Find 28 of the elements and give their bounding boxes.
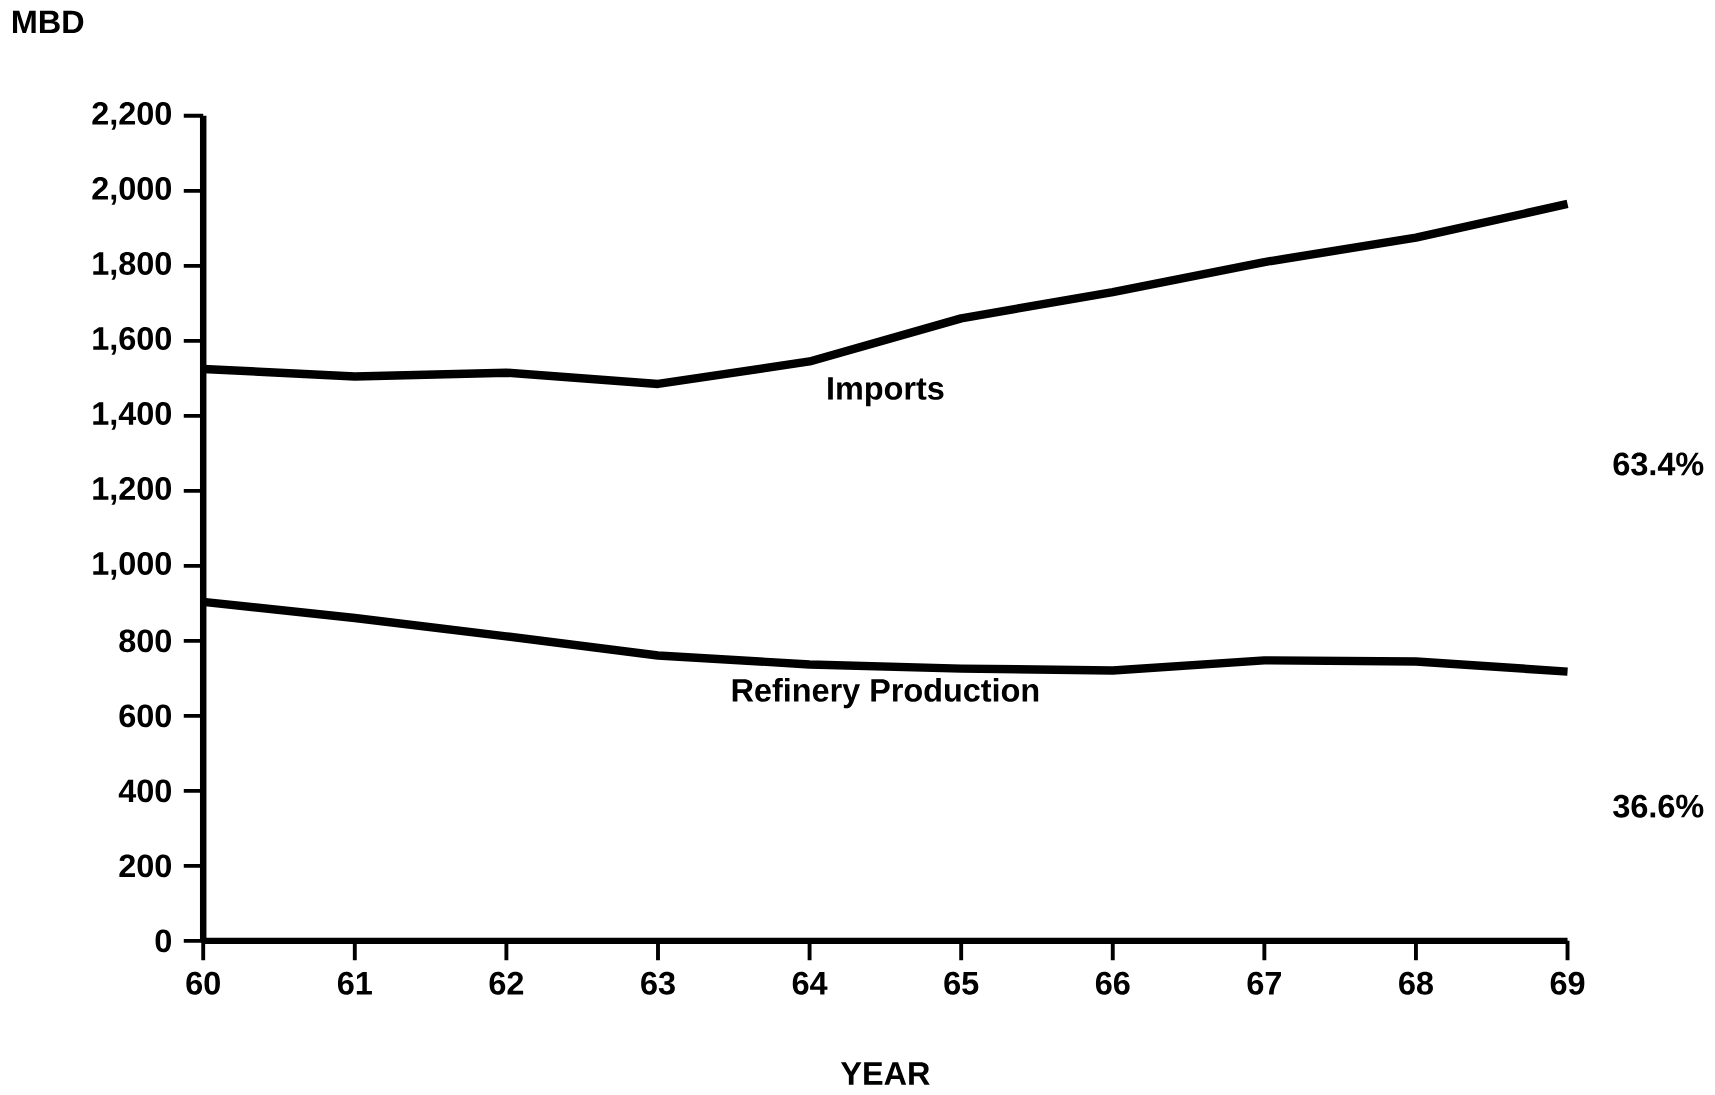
x-axis-title: YEAR xyxy=(840,1062,930,1085)
y-tick-label: 0 xyxy=(155,929,172,953)
y-tick-label: 2,200 xyxy=(92,101,172,130)
y-tick-label: 800 xyxy=(119,629,172,653)
y-tick-label: 1,200 xyxy=(93,476,172,505)
y-tick-label: 1,000 xyxy=(93,551,172,580)
x-tick-label: 61 xyxy=(337,971,372,995)
y-tick-label: 2,000 xyxy=(92,176,172,205)
series-label: Refinery Production xyxy=(732,677,1039,708)
text: 63.4% xyxy=(1613,452,1704,476)
series-label: Imports xyxy=(828,377,944,407)
x-tick-label: 69 xyxy=(1550,971,1585,995)
text: 36.6% xyxy=(1613,794,1704,818)
y-tick-label: 1,400 xyxy=(93,401,172,430)
x-tick-label: 62 xyxy=(489,971,524,995)
y-axis-title: MBD xyxy=(12,10,84,33)
x-tick-label: 63 xyxy=(641,971,675,995)
y-tick-label: 1,800 xyxy=(93,251,172,280)
x-tick-label: 65 xyxy=(944,971,979,995)
x-tick-label: 60 xyxy=(186,971,220,995)
y-tick-label: 1,600 xyxy=(93,326,172,355)
y-tick-label: 400 xyxy=(118,779,172,803)
x-tick-label: 66 xyxy=(1095,971,1130,995)
y-tick-label: 600 xyxy=(119,704,172,728)
x-tick-label: 64 xyxy=(792,971,828,995)
x-tick-label: 67 xyxy=(1247,971,1281,995)
x-tick-label: 68 xyxy=(1399,971,1433,995)
y-tick-label: 200 xyxy=(119,854,172,878)
